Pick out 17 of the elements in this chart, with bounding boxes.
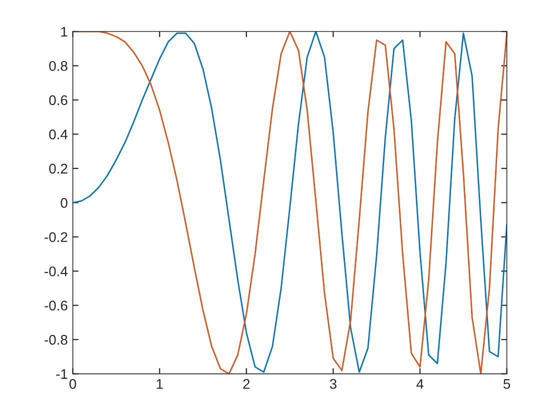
x-tick-label: 0 [69, 379, 76, 389]
x-tick-label: 1 [156, 379, 163, 389]
y-tick-label: 0.2 [49, 164, 68, 174]
x-tick-label: 3 [330, 379, 336, 389]
y-tick-label: -0.2 [44, 232, 68, 242]
y-tick-label: -0.6 [44, 300, 68, 311]
y-tick-label: 0.6 [49, 95, 68, 106]
y-tick-label: -0.4 [44, 266, 68, 276]
y-tick-label: -1 [56, 369, 68, 379]
x-tick-label: 4 [416, 379, 424, 389]
y-tick-label: 0 [60, 198, 68, 208]
y-tick-label: 0.8 [49, 61, 68, 71]
x-tick-label: 5 [503, 379, 510, 389]
y-tick-label: 1 [61, 26, 68, 37]
y-tick-label: 0.4 [49, 130, 68, 140]
y-tick-label: -0.8 [44, 334, 68, 345]
x-tick-label: 2 [243, 379, 250, 389]
